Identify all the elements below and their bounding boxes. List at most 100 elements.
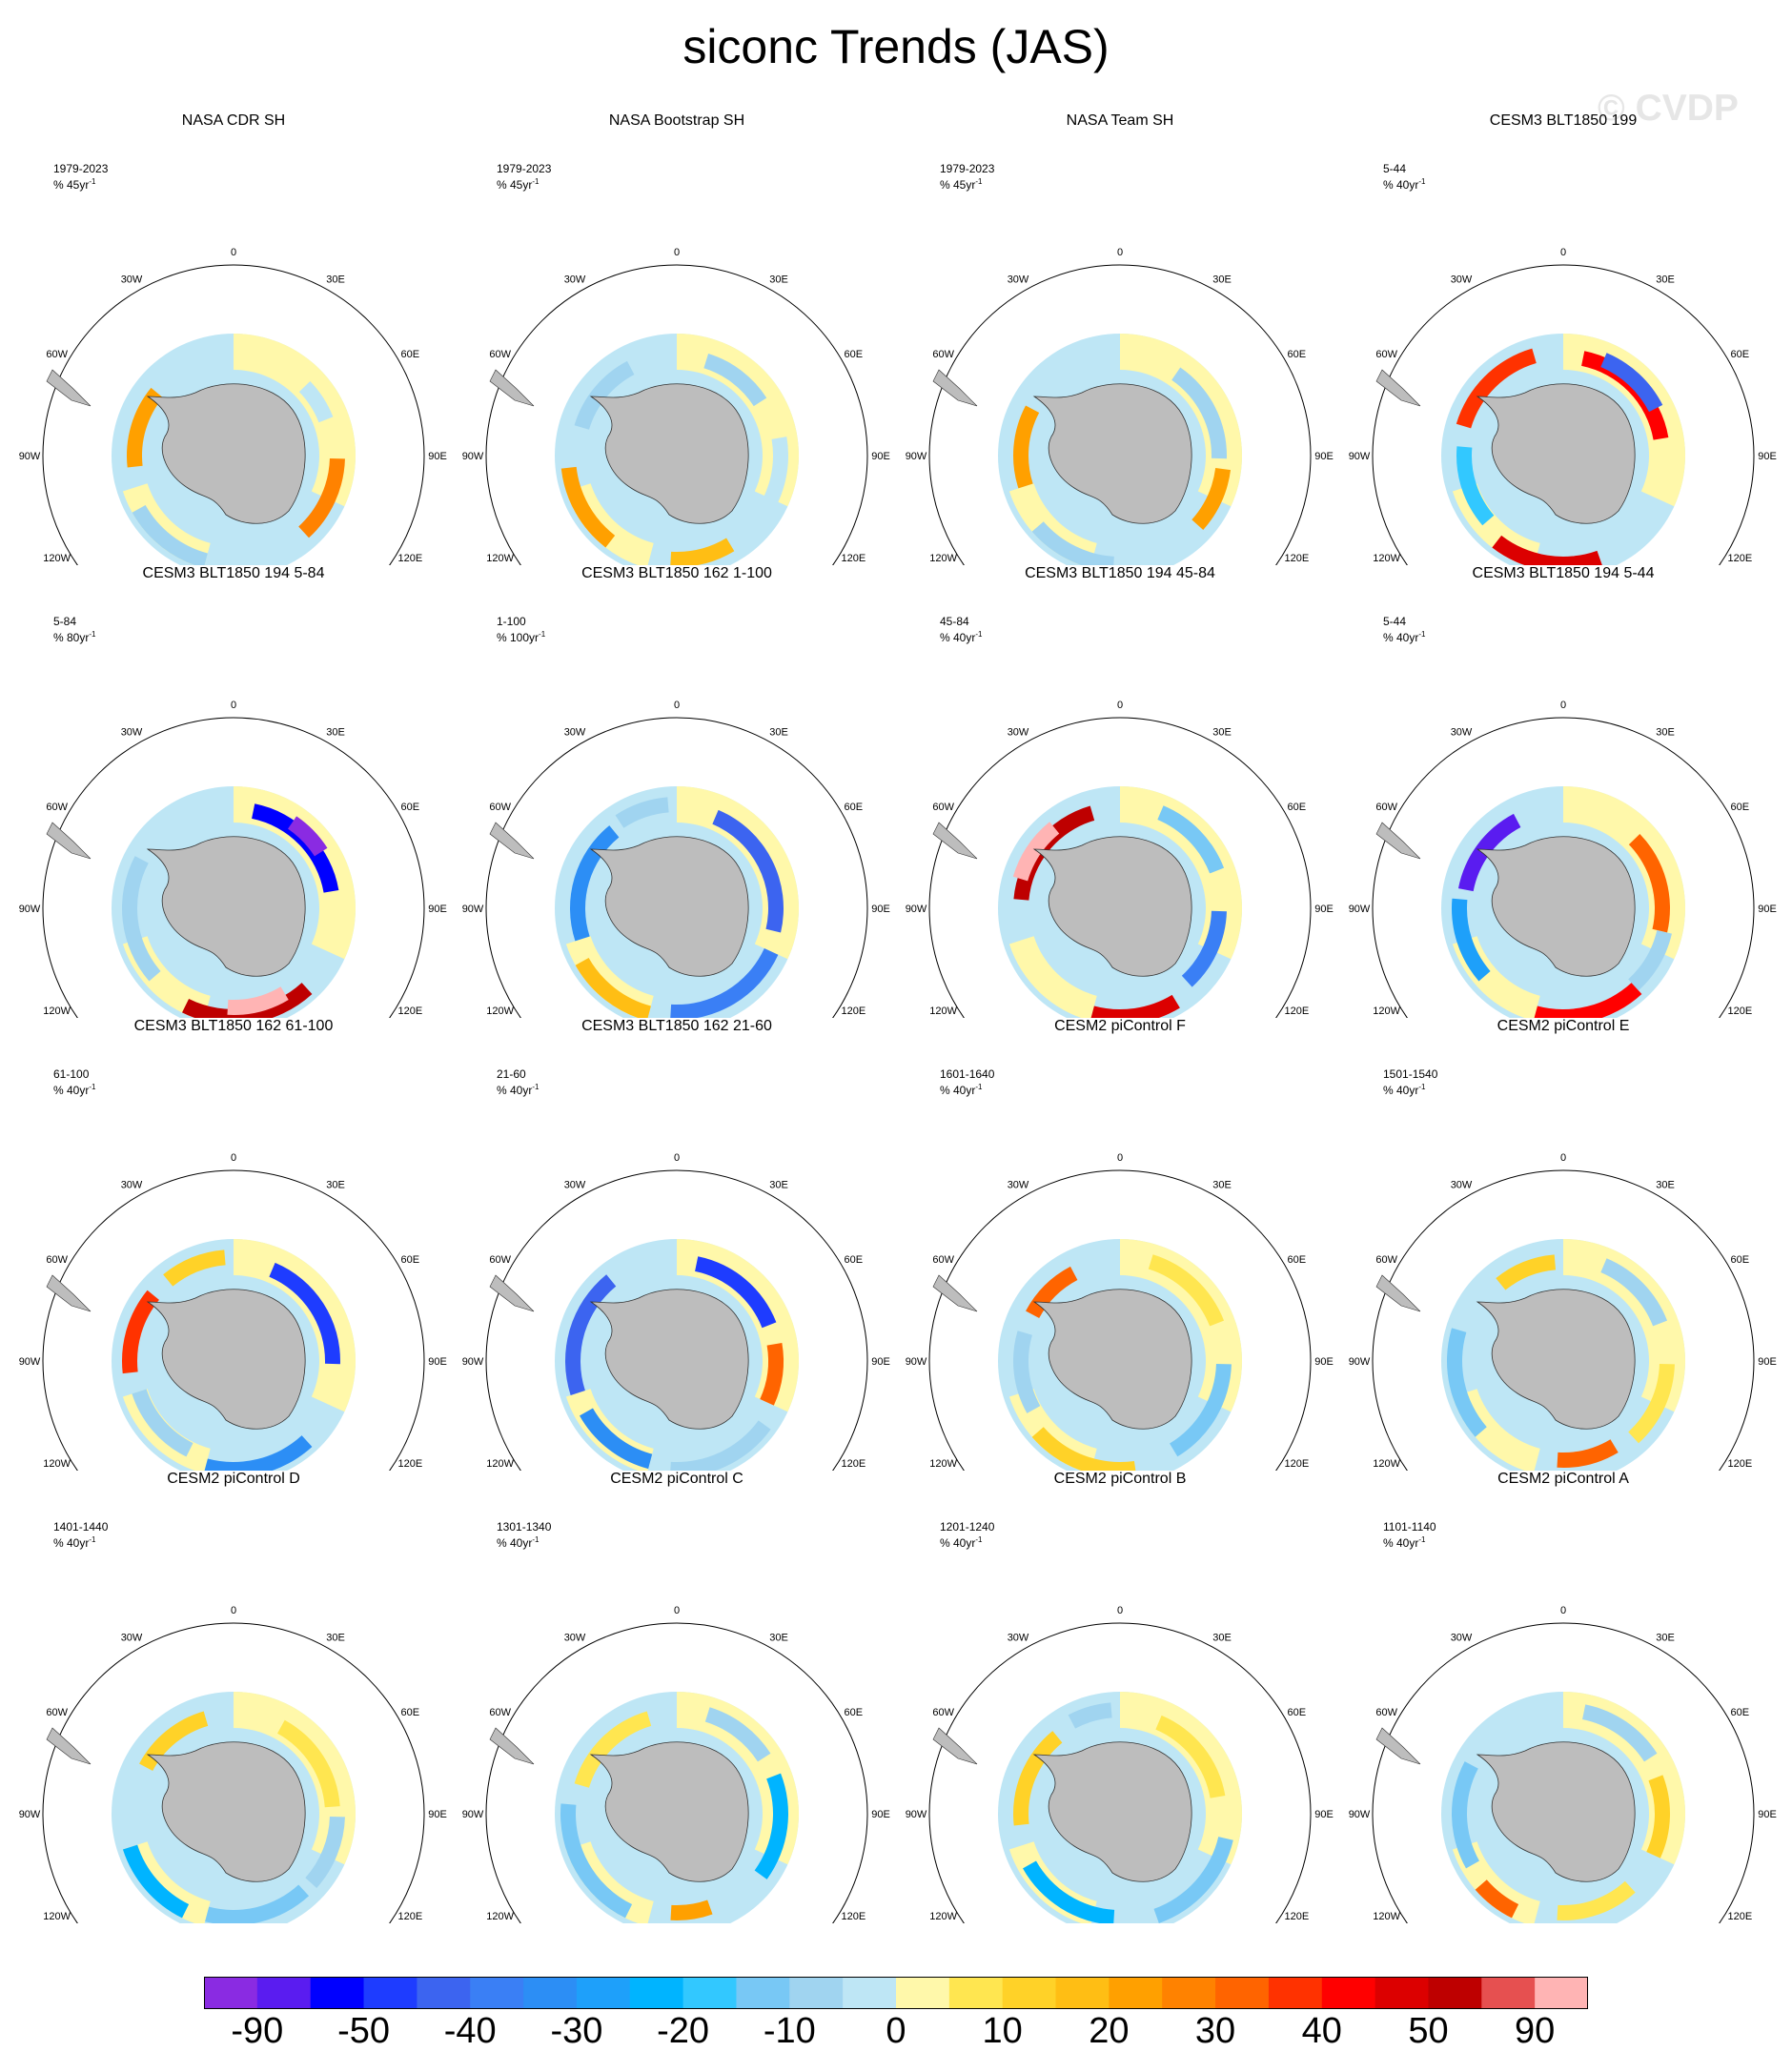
colorbar-swatch <box>629 1977 684 2009</box>
trend-band <box>560 1803 633 1919</box>
panel-info: 1301-1340% 40yr-1 <box>497 1520 551 1550</box>
colorbar-label: 40 <box>1301 2011 1342 2051</box>
trend-band <box>305 1816 345 1888</box>
trend-band <box>1171 367 1227 459</box>
longitude-label: 0 <box>674 1152 680 1164</box>
longitude-label: 90E <box>1314 451 1334 462</box>
polar-map: 030E60E90E120E150E180150W120W90W60W30W <box>906 247 1334 565</box>
panel-title: NASA Bootstrap SH <box>608 112 745 129</box>
longitude-label: 90E <box>1758 1809 1777 1820</box>
trend-band <box>695 1256 777 1329</box>
panel-title: CESM2 piControl D <box>167 1471 300 1487</box>
colorbar-label: 10 <box>982 2011 1023 2051</box>
antarctica-landmass <box>146 1289 306 1430</box>
longitude-label: 120E <box>397 1006 422 1017</box>
trend-band <box>754 437 788 521</box>
longitude-label: 120E <box>1284 1911 1309 1922</box>
polar-map: 030E60E90E120E150E180150W120W90W60W30W <box>19 1152 447 1471</box>
longitude-label: 90E <box>871 1356 890 1368</box>
panel-info: 1401-1440% 40yr-1 <box>53 1520 108 1550</box>
antarctica-landmass <box>1032 1741 1192 1882</box>
longitude-label: 30E <box>326 1180 345 1191</box>
ice-field-patch <box>1563 334 1685 507</box>
longitude-label: 60W <box>932 1707 954 1718</box>
trend-band <box>1475 1879 1519 1919</box>
longitude-label: 30E <box>1656 274 1675 286</box>
longitude-label: 60W <box>932 802 954 813</box>
trend-band <box>580 1408 653 1470</box>
longitude-label: 30E <box>1656 727 1675 739</box>
longitude-label: 60W <box>46 349 68 360</box>
panel-units: % 40yr-1 <box>1383 1083 1426 1097</box>
panel-info: 1201-1240% 40yr-1 <box>940 1520 994 1550</box>
longitude-label: 60E <box>401 1707 420 1718</box>
trend-band <box>1646 1775 1670 1859</box>
antarctica-landmass <box>589 1289 749 1430</box>
longitude-label: 120W <box>1373 1911 1400 1922</box>
panel-period: 1601-1640 <box>940 1067 995 1081</box>
panel-period: 1101-1140 <box>1383 1520 1436 1534</box>
longitude-label: 90W <box>1349 1356 1371 1368</box>
longitude-label: 0 <box>674 700 680 711</box>
longitude-label: 90E <box>1758 451 1777 462</box>
map-panel: CESM2 piControl D 030E60E90E120E150E18015… <box>10 1471 458 1923</box>
polar-map: 030E60E90E120E150E180150W120W90W60W30W <box>19 247 447 565</box>
map-panel: CESM3 BLT1850 162 21-60030E60E90E120E150… <box>453 1018 901 1471</box>
trend-band <box>1013 805 1095 901</box>
longitude-label: 120W <box>486 1458 514 1470</box>
longitude-label: 120E <box>397 1911 422 1922</box>
longitude-label: 120W <box>486 1006 514 1017</box>
trend-band <box>1581 351 1669 440</box>
panel-info: 1979-2023 % 45yr-1 <box>53 162 108 192</box>
trend-band <box>1148 1254 1225 1327</box>
south-america-landmass <box>489 1727 535 1765</box>
longitude-label: 90W <box>906 1809 927 1820</box>
panel-units: % 40yr-1 <box>53 1535 96 1550</box>
panel-title: CESM3 BLT1850 162 21-60 <box>581 1018 772 1034</box>
longitude-label: 30W <box>121 1633 143 1644</box>
longitude-label: 30E <box>769 1633 788 1644</box>
panel-title: CESM2 piControl C <box>610 1471 743 1487</box>
longitude-label: 60E <box>1288 1254 1307 1266</box>
map-panel: CESM3 BLT1850 194 5-44030E60E90E120E150E… <box>1339 565 1787 1018</box>
polar-map: 030E60E90E120E150E180150W120W90W60W30W <box>462 247 890 565</box>
trend-band <box>760 1342 784 1406</box>
colorbar-label: -30 <box>550 2011 603 2051</box>
trend-band <box>1157 805 1225 874</box>
panel-info: 5-84 % 80yr-1 <box>53 615 95 644</box>
panel-period: 1301-1340 <box>497 1520 552 1534</box>
trend-band <box>182 983 313 1018</box>
longitude-label: 60E <box>845 349 864 360</box>
colorbar-swatch <box>1002 1977 1057 2009</box>
longitude-label: 90E <box>428 904 447 915</box>
panel-info: 5-44 % 40yr-1 <box>1383 615 1425 644</box>
colorbar-label: -40 <box>443 2011 497 2051</box>
trend-band <box>1456 446 1495 526</box>
south-america-landmass <box>1375 822 1421 860</box>
polar-map: 030E60E90E120E150E180150W120W90W60W30W <box>19 1605 447 1923</box>
panel-title: CESM3 BLT1850 194 45-84 <box>1025 565 1215 581</box>
longitude-label: 30W <box>1008 1633 1029 1644</box>
trend-band <box>181 344 226 371</box>
longitude-label: 90E <box>1758 904 1777 915</box>
trend-band <box>1557 1439 1619 1468</box>
map-panel: CESM2 piControl A030E60E90E120E150E18015… <box>1339 1471 1787 1923</box>
ice-field-patch <box>1008 936 1097 1018</box>
antarctica-landmass <box>1476 1289 1636 1430</box>
panel-period: 1401-1440 <box>53 1520 109 1534</box>
map-panel: CESM3 BLT1850 162 61-100030E60E90E120E15… <box>10 1018 458 1471</box>
longitude-label: 30E <box>326 727 345 739</box>
trend-band <box>1049 344 1112 381</box>
south-america-landmass <box>46 1274 92 1312</box>
trend-band <box>298 457 345 538</box>
longitude-label: 60E <box>845 1254 864 1266</box>
longitude-label: 30E <box>1212 727 1232 739</box>
longitude-label: 90W <box>19 451 41 462</box>
trend-band <box>1013 1331 1041 1413</box>
longitude-label: 120E <box>1727 1911 1752 1922</box>
longitude-label: 60W <box>1375 1254 1397 1266</box>
colorbar-swatch <box>736 1977 790 2009</box>
panel-units: % 45yr-1 <box>940 177 983 192</box>
colorbar-label: -10 <box>763 2011 816 2051</box>
colorbar-swatch <box>1428 1977 1482 2009</box>
